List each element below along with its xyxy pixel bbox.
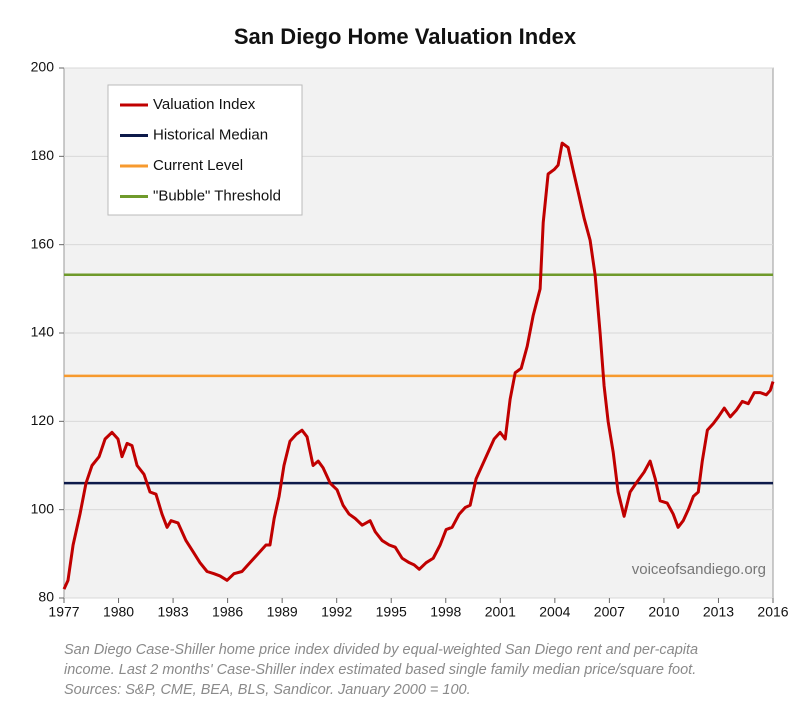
y-tick-label: 140 [31,324,55,340]
x-tick-label: 2001 [485,604,516,620]
legend: Valuation Index Historical Median Current … [107,84,303,216]
x-tick-label: 2007 [594,604,625,620]
x-tick-label: 1992 [321,604,352,620]
y-tick-label: 120 [31,412,55,428]
x-tick-label: 1989 [267,604,298,620]
legend-label: Historical Median [153,126,268,143]
x-tick-label: 2004 [539,604,570,620]
y-tick-label: 100 [31,500,55,516]
series-line [62,141,775,590]
legend-label: Current Level [153,157,243,174]
x-tick-label: 2016 [757,604,788,620]
y-tick-label: 200 [31,59,55,75]
y-tick-label: 180 [31,147,55,163]
chart-title: San Diego Home Valuation Index [234,24,577,49]
x-tick-label: 2010 [648,604,679,620]
x-tick-label: 2013 [703,604,734,620]
x-tick-label: 1998 [430,604,461,620]
x-tick-label: 1980 [103,604,134,620]
watermark: voiceofsandiego.org [632,561,766,578]
x-tick-label: 1986 [212,604,243,620]
y-tick-label: 80 [38,589,54,605]
x-tick-label: 1977 [48,604,79,620]
caption-line: Sources: S&P, CME, BEA, BLS, Sandicor. J… [64,682,471,698]
caption-line: San Diego Case-Shiller home price index … [64,642,698,658]
caption-line: income. Last 2 months' Case-Shiller inde… [64,662,696,678]
x-tick-label: 1995 [376,604,407,620]
x-tick-label: 1983 [157,604,188,620]
y-tick-label: 160 [31,235,55,251]
legend-label: Valuation Index [153,96,256,113]
legend-box [107,84,303,216]
legend-label: "Bubble" Threshold [153,187,281,204]
